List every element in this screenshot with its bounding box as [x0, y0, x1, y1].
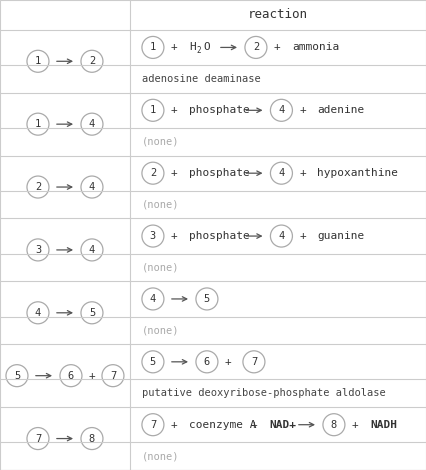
- Text: reaction: reaction: [248, 8, 308, 22]
- Text: 7: 7: [150, 420, 156, 430]
- Text: +: +: [170, 231, 177, 241]
- Text: putative deoxyribose-phosphate aldolase: putative deoxyribose-phosphate aldolase: [142, 388, 386, 398]
- Circle shape: [271, 99, 292, 121]
- Text: 5: 5: [150, 357, 156, 367]
- Circle shape: [271, 225, 292, 247]
- Text: 4: 4: [278, 168, 285, 178]
- Text: 7: 7: [110, 371, 116, 381]
- Circle shape: [142, 162, 164, 184]
- Circle shape: [27, 50, 49, 72]
- Text: 1: 1: [150, 105, 156, 115]
- Text: 5: 5: [204, 294, 210, 304]
- Text: +: +: [250, 420, 257, 430]
- Text: +: +: [170, 168, 177, 178]
- Circle shape: [81, 428, 103, 450]
- Circle shape: [196, 351, 218, 373]
- Circle shape: [142, 288, 164, 310]
- Text: 3: 3: [35, 245, 41, 255]
- Circle shape: [142, 37, 164, 58]
- Text: 5: 5: [14, 371, 20, 381]
- Text: +: +: [170, 42, 177, 53]
- Text: +: +: [170, 420, 177, 430]
- Circle shape: [142, 225, 164, 247]
- Text: 8: 8: [89, 433, 95, 444]
- Text: 7: 7: [251, 357, 257, 367]
- Text: +: +: [89, 371, 95, 381]
- Text: 3: 3: [150, 231, 156, 241]
- Text: guanine: guanine: [317, 231, 365, 241]
- Circle shape: [6, 365, 28, 387]
- Text: 2: 2: [150, 168, 156, 178]
- Text: 1: 1: [35, 56, 41, 66]
- Circle shape: [196, 288, 218, 310]
- Text: NAD+: NAD+: [269, 420, 296, 430]
- Circle shape: [27, 302, 49, 324]
- Text: +: +: [170, 105, 177, 115]
- Text: +: +: [299, 168, 306, 178]
- Text: adenosine deaminase: adenosine deaminase: [142, 74, 261, 84]
- Text: 6: 6: [204, 357, 210, 367]
- Text: 2: 2: [89, 56, 95, 66]
- Circle shape: [142, 351, 164, 373]
- Text: 1: 1: [35, 119, 41, 129]
- Text: 4: 4: [278, 105, 285, 115]
- Text: 2: 2: [35, 182, 41, 192]
- Circle shape: [81, 302, 103, 324]
- Text: (none): (none): [142, 451, 179, 461]
- Circle shape: [81, 113, 103, 135]
- Text: adenine: adenine: [317, 105, 365, 115]
- Text: phosphate: phosphate: [189, 105, 250, 115]
- Text: 7: 7: [35, 433, 41, 444]
- Text: 1: 1: [150, 42, 156, 53]
- Text: coenzyme A: coenzyme A: [189, 420, 256, 430]
- Text: NADH: NADH: [370, 420, 397, 430]
- Circle shape: [271, 162, 292, 184]
- Text: 2: 2: [253, 42, 259, 53]
- Text: H: H: [189, 42, 196, 53]
- Circle shape: [245, 37, 267, 58]
- Text: +: +: [351, 420, 358, 430]
- Text: (none): (none): [142, 200, 179, 210]
- Circle shape: [142, 99, 164, 121]
- Circle shape: [60, 365, 82, 387]
- Circle shape: [81, 239, 103, 261]
- Text: 4: 4: [89, 119, 95, 129]
- Circle shape: [142, 414, 164, 436]
- Text: +: +: [273, 42, 280, 53]
- Text: 4: 4: [35, 308, 41, 318]
- Text: 4: 4: [89, 245, 95, 255]
- Text: 4: 4: [278, 231, 285, 241]
- Text: ammonia: ammonia: [292, 42, 339, 53]
- Text: 6: 6: [68, 371, 74, 381]
- Text: +: +: [299, 231, 306, 241]
- Text: (none): (none): [142, 325, 179, 336]
- Text: +: +: [225, 357, 231, 367]
- Circle shape: [27, 428, 49, 450]
- Text: (none): (none): [142, 263, 179, 273]
- Circle shape: [102, 365, 124, 387]
- Text: 8: 8: [331, 420, 337, 430]
- Circle shape: [27, 176, 49, 198]
- Text: +: +: [299, 105, 306, 115]
- Text: (none): (none): [142, 137, 179, 147]
- Circle shape: [27, 113, 49, 135]
- Text: 2: 2: [197, 47, 201, 55]
- Text: phosphate: phosphate: [189, 231, 250, 241]
- Text: phosphate: phosphate: [189, 168, 250, 178]
- Circle shape: [243, 351, 265, 373]
- Circle shape: [323, 414, 345, 436]
- Circle shape: [81, 176, 103, 198]
- Text: 4: 4: [89, 182, 95, 192]
- Circle shape: [27, 239, 49, 261]
- Text: hypoxanthine: hypoxanthine: [317, 168, 398, 178]
- Text: O: O: [203, 42, 210, 53]
- Text: 4: 4: [150, 294, 156, 304]
- Circle shape: [81, 50, 103, 72]
- Text: 5: 5: [89, 308, 95, 318]
